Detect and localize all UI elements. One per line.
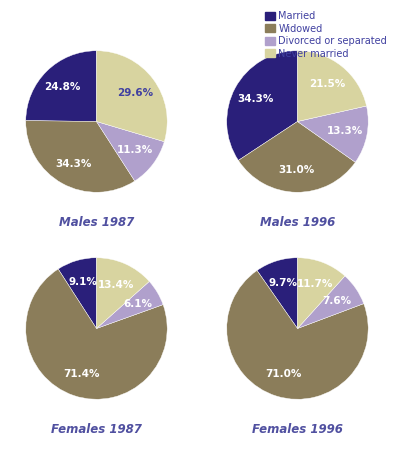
Text: 9.7%: 9.7% (268, 278, 297, 288)
Text: 9.1%: 9.1% (68, 277, 97, 288)
Title: Males 1996: Males 1996 (259, 216, 334, 229)
Text: 31.0%: 31.0% (278, 165, 314, 175)
Wedge shape (26, 121, 134, 192)
Wedge shape (226, 270, 367, 399)
Wedge shape (297, 106, 367, 162)
Wedge shape (297, 258, 344, 328)
Title: Females 1987: Females 1987 (51, 423, 142, 436)
Wedge shape (26, 51, 96, 122)
Text: 21.5%: 21.5% (309, 79, 345, 89)
Text: 13.4%: 13.4% (98, 279, 134, 290)
Wedge shape (96, 51, 167, 142)
Wedge shape (58, 258, 96, 328)
Wedge shape (256, 258, 297, 328)
Text: 34.3%: 34.3% (236, 94, 273, 104)
Text: 24.8%: 24.8% (45, 82, 81, 92)
Text: 11.7%: 11.7% (296, 279, 332, 288)
Text: 7.6%: 7.6% (322, 297, 351, 306)
Title: Females 1996: Females 1996 (251, 423, 342, 436)
Text: 29.6%: 29.6% (117, 88, 153, 98)
Wedge shape (297, 276, 363, 328)
Text: 6.1%: 6.1% (123, 299, 152, 309)
Wedge shape (26, 269, 167, 399)
Wedge shape (96, 122, 164, 181)
Title: Males 1987: Males 1987 (59, 216, 134, 229)
Text: 13.3%: 13.3% (326, 126, 362, 136)
Legend: Married, Widowed, Divorced or separated, Never married: Married, Widowed, Divorced or separated,… (262, 9, 388, 61)
Text: 71.0%: 71.0% (264, 369, 301, 379)
Text: 11.3%: 11.3% (117, 145, 153, 155)
Text: 71.4%: 71.4% (63, 369, 99, 379)
Wedge shape (96, 281, 163, 328)
Wedge shape (226, 51, 297, 160)
Wedge shape (297, 51, 366, 122)
Text: 34.3%: 34.3% (55, 158, 91, 169)
Wedge shape (96, 258, 149, 328)
Wedge shape (238, 122, 354, 192)
